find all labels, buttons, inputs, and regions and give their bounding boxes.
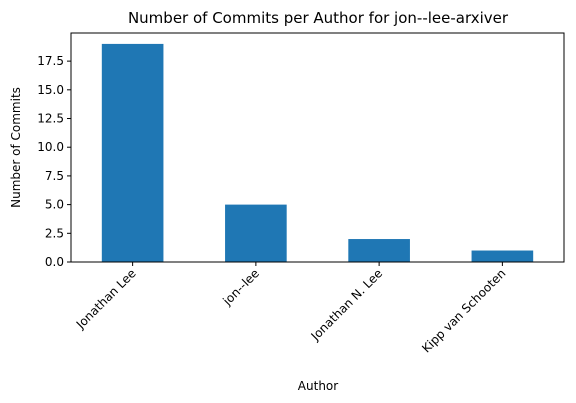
bar-jon-lee [225, 204, 287, 262]
y-tick-label: 12.5 [37, 112, 64, 126]
y-tick-label: 2.5 [45, 226, 64, 240]
x-tick-label: jon--lee [220, 266, 262, 308]
x-axis-ticks: Jonathan Lee jon--lee Jonathan N. Lee Kipp … [73, 262, 508, 356]
plot-area-frame [70, 32, 565, 263]
x-tick-label: Kipp van Schooten [419, 266, 508, 355]
bar-kipp-van-schooten [471, 250, 534, 262]
y-axis-ticks: 0.0 2.5 5.0 7.5 10.0 12.5 15.0 17.5 [37, 54, 71, 269]
bar-jonathan-lee [101, 43, 164, 263]
y-tick-label: 15.0 [37, 83, 64, 97]
x-axis-label: Author [298, 379, 338, 393]
x-tick-label: Jonathan Lee [73, 266, 139, 332]
y-tick-label: 10.0 [37, 140, 64, 154]
chart-title: Number of Commits per Author for jon--le… [128, 9, 509, 27]
y-tick-label: 7.5 [45, 169, 64, 183]
bar-jonathan-n-lee [348, 239, 410, 262]
x-tick-label: Jonathan N. Lee [308, 266, 386, 344]
bars-group [101, 43, 534, 263]
y-axis-label: Number of Commits [9, 87, 23, 208]
y-tick-label: 0.0 [45, 255, 64, 269]
y-tick-label: 5.0 [45, 198, 64, 212]
y-tick-label: 17.5 [37, 54, 64, 68]
